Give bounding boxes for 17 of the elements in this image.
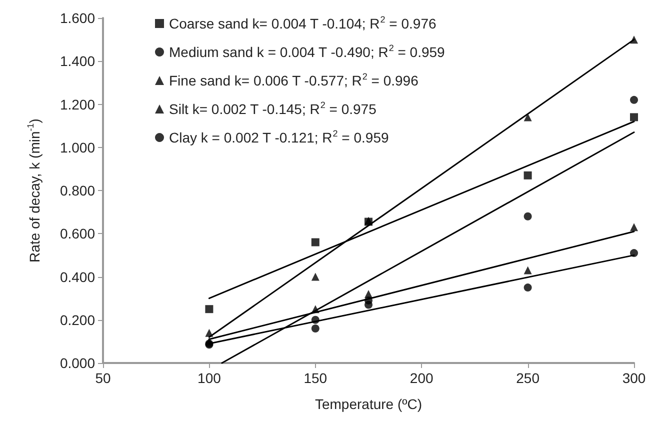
y-tick-label: 0.800 — [60, 182, 96, 198]
x-axis-title: Temperature (ºC) — [314, 396, 422, 412]
y-tick-label: 0.600 — [60, 226, 96, 242]
y-axis-title: Rate of decay, k (min-1) — [26, 118, 42, 262]
y-tick-label: 0.400 — [60, 268, 96, 285]
x-tick-label: 50 — [95, 370, 111, 386]
x-tick-label: 250 — [516, 370, 540, 386]
y-tick-label: 1.600 — [60, 10, 96, 26]
y-tick-label: 1.400 — [60, 53, 96, 70]
x-tick-label: 300 — [622, 370, 646, 386]
y-tick-label: 1.000 — [60, 139, 96, 156]
x-tick-label: 150 — [304, 370, 328, 386]
y-tick-label: 0.000 — [60, 355, 96, 371]
x-tick-label: 200 — [410, 370, 434, 386]
x-tick-label: 100 — [198, 370, 222, 386]
y-tick-label: 1.200 — [60, 96, 96, 112]
y-tick-label: 0.200 — [60, 312, 96, 328]
